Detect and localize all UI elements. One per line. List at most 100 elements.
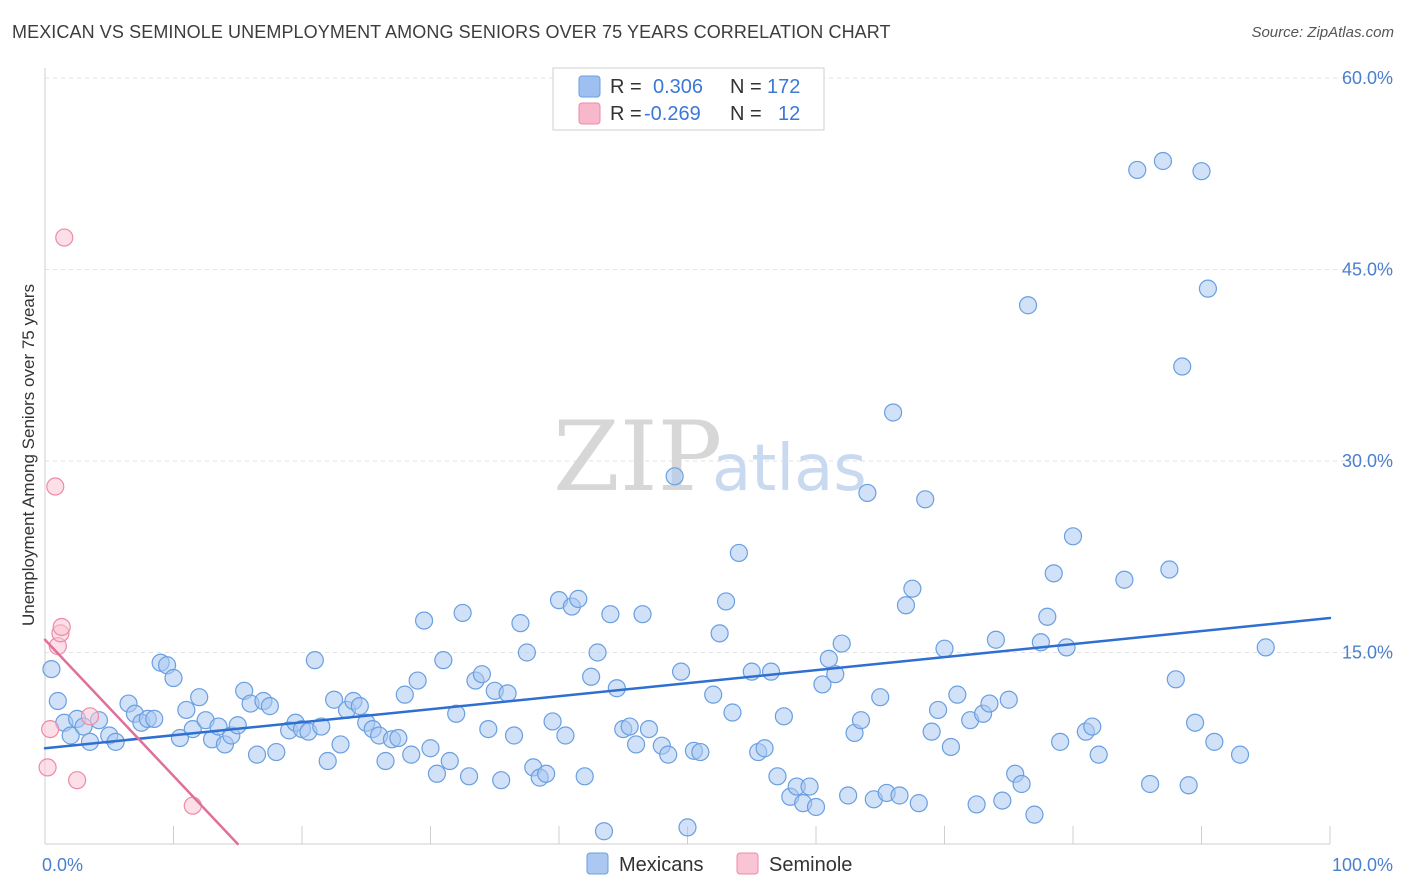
point-mexicans-149	[1044, 564, 1063, 583]
legend-n-label-mexicans: N =	[730, 76, 762, 98]
point-mexicans-21	[190, 688, 209, 707]
point-mexicans-140	[986, 630, 1006, 649]
point-mexicans-158	[1140, 774, 1160, 794]
point-mexicans-154	[1083, 717, 1102, 736]
point-mexicans-57	[427, 764, 447, 783]
point-mexicans-54	[408, 671, 427, 690]
point-seminole-9	[183, 796, 202, 815]
grid-lines	[45, 77, 1392, 653]
point-mexicans-168	[1230, 745, 1250, 764]
legend-r-value-mexicans: 0.306	[653, 76, 703, 98]
series-legend: Mexicans Seminole	[586, 852, 852, 876]
point-mexicans-41	[325, 690, 344, 709]
point-mexicans-159	[1153, 151, 1173, 171]
point-mexicans-133	[935, 639, 954, 658]
y-tick-label-1: 30.0%	[1342, 451, 1393, 471]
point-mexicans-160	[1160, 560, 1179, 579]
legend-n-value-mexicans: 172	[767, 76, 800, 98]
point-mexicans-64	[472, 665, 491, 684]
series-legend-swatch-mexicans	[586, 852, 609, 875]
point-mexicans-70	[511, 614, 530, 633]
point-mexicans-146	[1025, 805, 1044, 824]
point-mexicans-141	[993, 791, 1012, 810]
point-mexicans-150	[1051, 732, 1070, 751]
point-mexicans-83	[594, 822, 614, 841]
point-mexicans-151	[1057, 638, 1076, 657]
legend-r-value-seminole: -0.269	[644, 103, 701, 125]
point-mexicans-114	[813, 675, 832, 694]
series-legend-label-seminole: Seminole	[769, 854, 852, 876]
point-mexicans-126	[890, 786, 909, 805]
point-mexicans-40	[318, 751, 337, 771]
point-mexicans-106	[761, 662, 781, 681]
point-mexicans-115	[819, 649, 838, 668]
y-axis-label: Unemployment Among Seniors over 75 years	[19, 284, 38, 626]
point-mexicans-155	[1089, 745, 1108, 764]
point-mexicans-130	[916, 490, 935, 509]
point-mexicans-129	[909, 794, 928, 813]
point-mexicans-164	[1185, 713, 1205, 732]
legend-r-label-mexicans: R =	[610, 76, 642, 98]
point-mexicans-53	[402, 745, 421, 764]
point-seminole-6	[55, 228, 74, 247]
point-mexicans-59	[440, 751, 459, 771]
point-seminole-7	[68, 771, 87, 790]
point-seminole-1	[41, 719, 60, 739]
trend-line-seminole	[43, 638, 239, 846]
point-mexicans-32	[260, 697, 279, 716]
point-mexicans-27	[228, 716, 247, 735]
point-mexicans-99	[710, 624, 729, 643]
point-mexicans-88	[626, 735, 646, 754]
watermark-zip: ZIP	[553, 401, 722, 513]
point-mexicans-52	[395, 685, 414, 704]
tick-labels: 15.0% 30.0% 45.0% 60.0% 0.0% 100.0%	[42, 68, 1393, 875]
point-mexicans-127	[896, 596, 916, 615]
point-mexicans-71	[517, 643, 536, 662]
point-mexicans-112	[800, 777, 819, 796]
point-mexicans-42	[331, 735, 350, 754]
point-mexicans-93	[665, 467, 684, 486]
point-mexicans-89	[633, 605, 652, 624]
point-mexicans-82	[588, 643, 607, 662]
point-mexicans-45	[350, 697, 369, 716]
point-mexicans-56	[421, 739, 440, 758]
point-mexicans-121	[858, 483, 877, 503]
point-mexicans-65	[479, 719, 498, 739]
legend-n-label-seminole: N =	[730, 103, 762, 125]
point-mexicans-97	[691, 742, 710, 762]
point-mexicans-101	[723, 703, 742, 722]
chart-title: MEXICAN VS SEMINOLE UNEMPLOYMENT AMONG S…	[12, 22, 891, 42]
point-mexicans-30	[247, 745, 267, 764]
point-mexicans-105	[755, 739, 774, 758]
point-mexicans-0	[42, 659, 61, 679]
point-seminole-0	[38, 758, 57, 777]
point-mexicans-92	[659, 745, 678, 764]
point-mexicans-125	[883, 403, 903, 422]
point-mexicans-135	[948, 685, 967, 704]
point-mexicans-128	[903, 579, 922, 598]
series-legend-label-mexicans: Mexicans	[619, 854, 703, 876]
point-mexicans-162	[1173, 357, 1192, 376]
point-mexicans-137	[967, 795, 986, 814]
point-mexicans-80	[575, 767, 594, 786]
point-mexicans-51	[389, 728, 408, 748]
point-mexicans-156	[1115, 570, 1134, 589]
source-credit: Source: ZipAtlas.com	[1251, 24, 1394, 41]
point-mexicans-94	[671, 662, 691, 681]
legend-swatch-mexicans	[578, 75, 601, 98]
point-mexicans-157	[1128, 160, 1147, 180]
trend-lines	[43, 616, 1332, 846]
point-mexicans-152	[1063, 527, 1083, 546]
point-mexicans-85	[607, 679, 626, 698]
point-mexicans-167	[1205, 732, 1224, 751]
point-mexicans-77	[556, 726, 575, 745]
point-mexicans-102	[729, 543, 749, 563]
point-mexicans-113	[806, 797, 826, 817]
watermark-atlas: atlas	[712, 432, 867, 506]
point-mexicans-60	[447, 704, 466, 723]
point-mexicans-134	[941, 737, 961, 757]
point-mexicans-132	[928, 700, 948, 720]
point-mexicans-148	[1038, 607, 1057, 626]
point-mexicans-131	[922, 722, 941, 741]
